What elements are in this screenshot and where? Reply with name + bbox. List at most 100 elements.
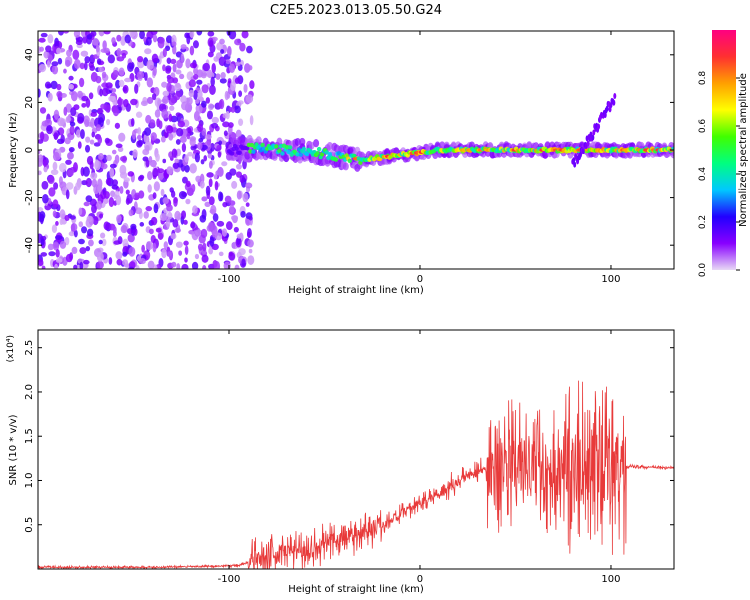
heatmap-cell	[89, 139, 95, 145]
heatmap-cell	[41, 265, 46, 269]
heatmap-cell	[123, 177, 130, 183]
heatmap-cell	[204, 134, 212, 140]
heatmap-cell	[58, 162, 67, 173]
snr-y-label: SNR (10 * v/v)	[8, 414, 19, 485]
heatmap-cell	[46, 124, 53, 135]
heatmap-cell	[171, 148, 178, 158]
heatmap-cell	[245, 182, 253, 189]
heatmap-cell	[192, 40, 199, 49]
heatmap-cell	[169, 187, 174, 193]
heatmap-cell	[117, 96, 122, 107]
x-tick-label: -100	[218, 274, 241, 285]
heatmap-cell	[111, 149, 117, 155]
heatmap-cell	[161, 109, 169, 119]
heatmap-cell	[245, 146, 250, 151]
heatmap-cell	[81, 226, 88, 234]
heatmap-cell	[159, 213, 168, 222]
heatmap-cell	[147, 184, 152, 193]
heatmap-cell	[38, 37, 46, 43]
heatmap-cell	[221, 161, 228, 167]
colorbar-tick-label: 0.2	[698, 215, 708, 229]
heatmap-cell	[219, 78, 227, 84]
heatmap-cell	[202, 242, 207, 252]
heatmap-cell	[64, 214, 70, 221]
heatmap-cell	[95, 124, 101, 132]
heatmap-cell	[216, 220, 225, 227]
heatmap-cell	[68, 147, 75, 153]
heatmap-cell	[239, 42, 246, 52]
heatmap-cell	[52, 151, 60, 162]
heatmap-cell	[194, 152, 200, 163]
heatmap-cell	[247, 239, 254, 248]
heatmap-cell	[153, 181, 160, 192]
heatmap-cell	[52, 161, 58, 171]
heatmap-cell	[127, 171, 135, 177]
heatmap-cell	[195, 103, 203, 114]
heatmap-cell	[152, 242, 157, 253]
heatmap-cell	[38, 154, 44, 163]
heatmap-cell	[132, 149, 138, 159]
heatmap-cell	[222, 121, 230, 128]
heatmap-cell	[591, 134, 595, 141]
heatmap-cell	[238, 118, 244, 126]
heatmap-cell	[171, 261, 177, 268]
heatmap-cell	[108, 257, 113, 265]
heatmap-cell	[175, 241, 183, 248]
heatmap-cell	[114, 122, 121, 129]
heatmap-cell	[181, 263, 189, 269]
heatmap-cell	[190, 221, 196, 229]
heatmap-cell	[301, 146, 307, 152]
heatmap-cell	[59, 218, 64, 226]
heatmap-cell	[59, 240, 67, 249]
y-tick-label: 0	[24, 147, 35, 153]
heatmap-cell	[185, 180, 191, 188]
heatmap-cell	[120, 35, 126, 46]
heatmap-cell	[586, 140, 590, 147]
heatmap-cell	[38, 149, 41, 155]
heatmap-cell	[225, 110, 230, 120]
heatmap-cell	[73, 104, 80, 111]
heatmap-cell	[163, 241, 169, 250]
heatmap-cell	[116, 258, 123, 266]
heatmap-cell	[129, 31, 137, 38]
heatmap-cell	[248, 65, 253, 71]
heatmap-cell	[47, 54, 53, 63]
heatmap-cell	[100, 232, 106, 239]
heatmap-cell	[251, 149, 256, 154]
heatmap-cell	[63, 68, 67, 74]
heatmap-cell	[162, 48, 167, 58]
heatmap-cell	[123, 99, 129, 108]
heatmap-cell	[103, 47, 110, 54]
heatmap-cell	[209, 84, 216, 95]
heatmap-cell	[83, 259, 90, 265]
heatmap-cell	[225, 221, 233, 231]
heatmap-cell	[283, 154, 290, 163]
x-tick-label: 0	[417, 574, 423, 585]
heatmap-cell	[69, 215, 76, 220]
heatmap-cell	[152, 66, 157, 77]
heatmap-cell	[200, 72, 207, 79]
heatmap-cell	[50, 169, 59, 176]
heatmap-cell	[209, 236, 215, 247]
heatmap-cell	[139, 174, 145, 180]
heatmap-cell	[69, 125, 75, 136]
heatmap-cell	[249, 142, 255, 148]
heatmap-cell	[65, 253, 73, 263]
heatmap-cell	[141, 244, 145, 253]
heatmap-cell	[196, 31, 203, 36]
heatmap-cell	[244, 151, 251, 160]
heatmap-cell	[176, 59, 183, 69]
heatmap-cell	[298, 152, 304, 157]
heatmap-cell	[134, 83, 139, 94]
heatmap-cell	[152, 192, 157, 200]
heatmap-cell	[68, 231, 75, 237]
heatmap-cell	[287, 145, 293, 150]
heatmap-cell	[47, 243, 54, 251]
heatmap-cell	[152, 34, 158, 43]
heatmap-cell	[144, 127, 152, 136]
colorbar-tick-label: 0.8	[698, 71, 708, 86]
snr-y-ticks: 0.5 1.0 1.5 2.0 2.5	[24, 340, 674, 533]
heatmap-cell	[96, 58, 102, 65]
heatmap-cell	[212, 213, 219, 222]
heatmap-cell	[139, 31, 145, 40]
